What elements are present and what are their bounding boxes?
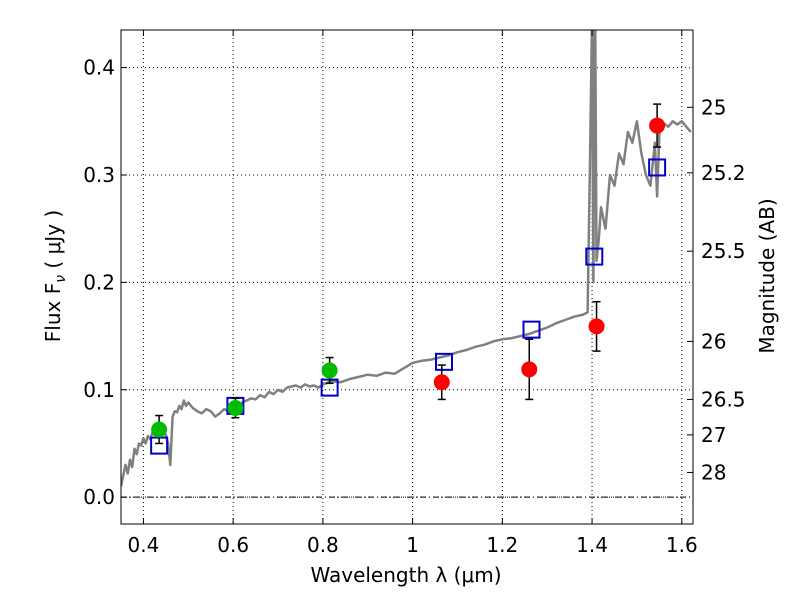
y-axis-label-unit: ( μJy ) [41,210,65,275]
observation-point [649,117,666,134]
x-tick-label: 1.4 [576,533,608,557]
grid-lines [121,30,693,524]
model-square-marker [585,247,604,266]
observation-point [321,362,338,379]
y2-tick-label: 26.5 [701,387,746,411]
marker-layer [150,103,667,455]
y-tick-label: 0.4 [83,56,115,80]
y2-tick-label: 28 [701,460,726,484]
secondary-y-axis-label: Magnitude (AB) [755,198,779,353]
observation-point [151,421,168,438]
y-tick-label: 0.1 [83,378,115,402]
observation-point [433,374,450,391]
x-tick-label: 1.6 [666,533,698,557]
y-tick-label: 0.0 [83,485,115,509]
y2-tick-label: 25.2 [701,161,746,185]
observation-point [227,400,244,417]
y2-tick-label: 25.5 [701,239,746,263]
model-square-marker [648,158,667,177]
observation-point [521,361,538,378]
x-tick-label: 0.6 [217,533,249,557]
x-axis-label: Wavelength λ (μm) [310,563,501,587]
tick-marks [121,30,693,524]
plot-frame [120,29,694,525]
tick-labels: 0.4 0.6 0.8 1 1.2 1.4 1.6 0.0 0.1 0.2 0.3 0.4 25 25.2… [83,56,745,557]
y-tick-label: 0.3 [83,163,115,187]
y-axis-label: Flux Fν ( μJy ) [41,210,69,342]
x-tick-label: 0.8 [307,533,339,557]
x-tick-label: 1 [406,533,419,557]
y-axis-label-main: Flux F [41,283,65,342]
y2-tick-label: 25 [701,95,726,119]
model-square-marker [522,320,541,339]
y-axis-label-subscript: ν [53,275,69,283]
y2-tick-label: 27 [701,423,726,447]
y-tick-label: 0.2 [83,270,115,294]
observation-point [588,318,605,335]
x-tick-label: 0.4 [128,533,160,557]
y2-tick-label: 26 [701,329,726,353]
model-square-marker [435,352,454,371]
x-tick-label: 1.2 [486,533,518,557]
